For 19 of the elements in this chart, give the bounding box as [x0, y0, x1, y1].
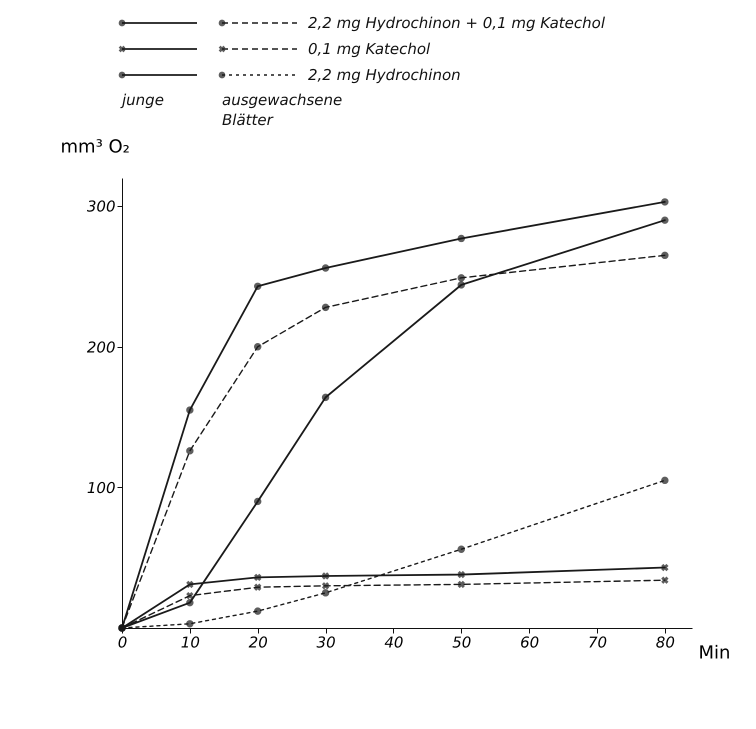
text: junge [120, 91, 164, 109]
text: ausgewachsene Blätter [222, 91, 342, 129]
x-tick-label: 50 [452, 634, 472, 652]
y-tick-label: 100 [86, 478, 116, 497]
x-tick-label: 70 [588, 634, 608, 652]
x-tick-label: 80 [656, 634, 675, 652]
y-tick-label: 300 [86, 198, 116, 216]
x-tick-label: 30 [316, 634, 336, 652]
x-tick-label: 20 [248, 634, 268, 652]
y-tick-label: 200 [86, 338, 116, 356]
x-tick-label: 10 [180, 634, 200, 652]
y-axis-title: mm³ O₂ [60, 136, 130, 158]
legend-label: 0,1 mg Katechol [308, 40, 432, 58]
x-tick-label: 60 [520, 634, 540, 652]
x-axis-title: Min [698, 642, 730, 664]
legend-label: 2,2 mg Hydrochinon [308, 66, 461, 84]
legend-label: 2,2 mg Hydrochinon + 0,1 mg Katechol [308, 14, 606, 32]
x-tick-label: 0 [118, 634, 128, 652]
x-tick-label: 40 [384, 634, 404, 652]
